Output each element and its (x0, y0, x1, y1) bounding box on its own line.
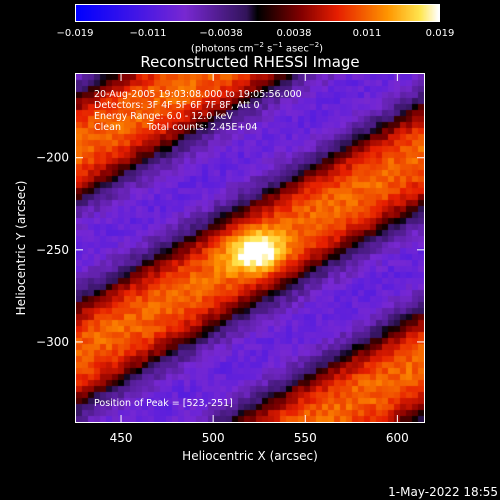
annotation-total-counts: Total counts: 2.45E+04 (147, 122, 258, 133)
y-tick-label: −300 (36, 335, 69, 349)
x-tick-label: 600 (386, 431, 409, 445)
x-tick-label: 550 (294, 431, 317, 445)
x-tick-label: 500 (202, 431, 225, 445)
colorbar-tick-label: 0.011 (352, 28, 382, 39)
y-tick-label: −250 (36, 243, 69, 257)
annotation-time-range: 20-Aug-2005 19:03:08.000 to 19:05:56.000 (94, 89, 302, 100)
colorbar-tick-label: 0.0038 (276, 28, 312, 39)
heatmap-image (76, 74, 424, 422)
colorbar-gradient (76, 5, 439, 21)
y-axis-label: Heliocentric Y (arcsec) (14, 181, 28, 316)
image-plot-area: 20-Aug-2005 19:03:08.000 to 19:05:56.000… (75, 73, 425, 423)
colorbar-tick-label: −0.019 (56, 28, 94, 39)
annotation-peak-position: Position of Peak = [523,-251] (94, 398, 233, 409)
colorbar-tick-label: 0.019 (425, 28, 455, 39)
x-axis-ticks: 450 500 550 600 (110, 73, 409, 445)
colorbar (75, 4, 440, 22)
x-axis-label: Heliocentric X (arcsec) (182, 449, 318, 463)
chart-title: Reconstructed RHESSI Image (140, 53, 360, 71)
colorbar-unit-label: (photons cm−2 s−1 asec−2) (190, 41, 324, 55)
annotation-detectors: Detectors: 3F 4F 5F 6F 7F 8F, Att 0 (94, 100, 260, 111)
colorbar-tick-label: −0.0038 (199, 28, 243, 39)
timestamp: 1-May-2022 18:55 (388, 485, 498, 499)
annotation-energy-range: Energy Range: 6.0 - 12.0 keV (94, 111, 233, 122)
y-tick-label: −200 (36, 151, 69, 165)
y-axis-ticks: −200 −250 −300 (36, 151, 425, 349)
annotation-clean: Clean (94, 122, 121, 133)
colorbar-tick-label: −0.011 (129, 28, 167, 39)
x-tick-label: 450 (110, 431, 133, 445)
